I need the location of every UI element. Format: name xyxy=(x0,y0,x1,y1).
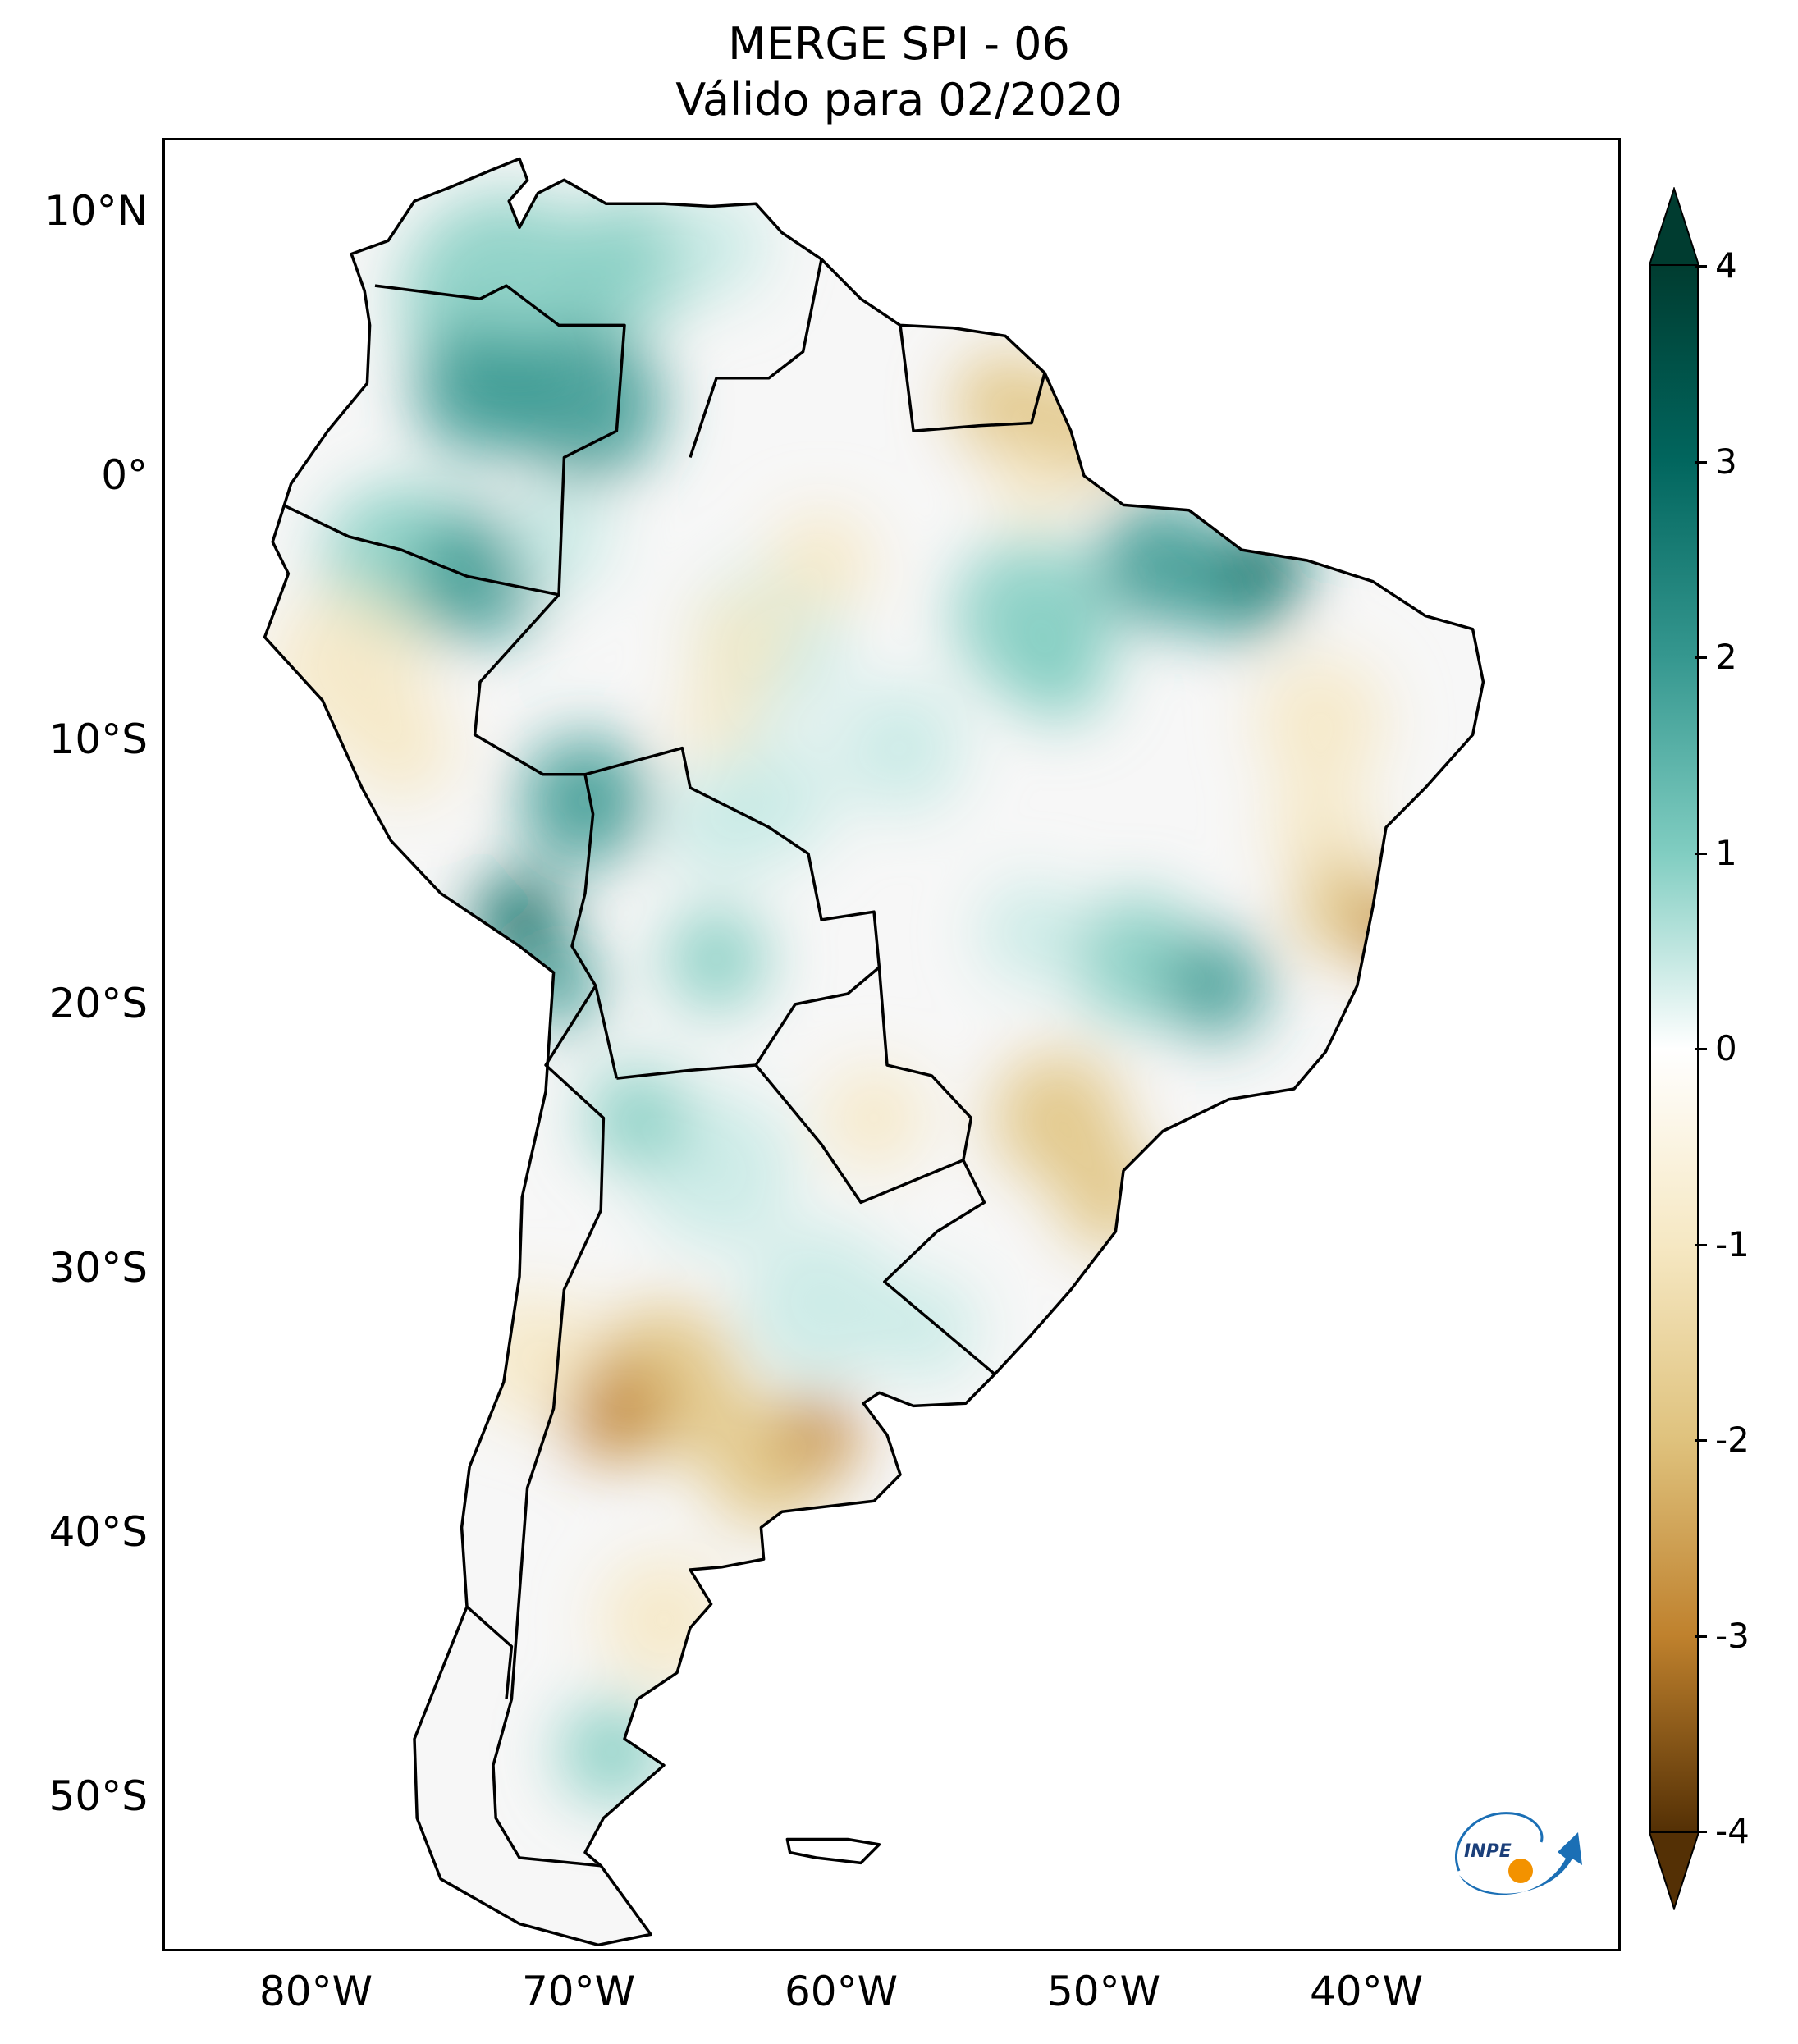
spi-anomaly-patch xyxy=(953,352,1058,457)
country-border xyxy=(374,284,626,595)
country-border xyxy=(616,966,881,1080)
spi-anomaly-patch xyxy=(992,444,1071,524)
spi-anomaly-patch xyxy=(743,1223,900,1382)
spi-anomaly-patch xyxy=(506,484,611,589)
spi-anomaly-patch xyxy=(979,880,1084,985)
lat-label-10s: 10°S xyxy=(48,716,148,763)
country-border xyxy=(899,325,1046,432)
spi-anomaly-patch xyxy=(664,193,769,299)
lon-label-40w: 40°W xyxy=(1309,1968,1424,2015)
spi-anomaly-patch xyxy=(821,1065,926,1171)
lat-label-0: 0° xyxy=(101,451,148,499)
spi-anomaly-patch xyxy=(874,1277,979,1382)
lat-label-30s: 30°S xyxy=(48,1244,148,1292)
spi-anomaly-patch xyxy=(1268,775,1373,880)
colorbar-tick xyxy=(1695,853,1707,855)
spi-anomaly-patch xyxy=(769,510,874,616)
spi-anomaly-patch xyxy=(1058,1145,1163,1250)
spi-anomaly-patch xyxy=(414,325,546,457)
colorbar-tick xyxy=(1695,1635,1707,1638)
colorbar-tick xyxy=(1695,461,1707,464)
lat-label-50s: 50°S xyxy=(48,1772,148,1820)
country-border xyxy=(584,746,881,968)
spi-anomaly-patch xyxy=(664,907,769,1013)
colorbar-tick xyxy=(1695,1244,1707,1246)
country-border xyxy=(465,1605,514,1699)
south-america-map xyxy=(263,157,1485,1947)
spi-anomaly-patch xyxy=(1294,853,1399,959)
continent-coastline xyxy=(263,157,1485,1947)
spi-anomaly-patch xyxy=(1005,616,1110,721)
colorbar-label-0: 0 xyxy=(1715,1028,1737,1068)
country-border xyxy=(689,258,823,458)
map-panel xyxy=(162,138,1621,1951)
colorbar-tick xyxy=(1695,1439,1707,1442)
colorbar-label-minus2: -2 xyxy=(1715,1420,1750,1460)
spi-anomaly-patch xyxy=(1360,894,1439,972)
colorbar-tick xyxy=(1695,1831,1707,1833)
spi-anomaly-patch xyxy=(598,1554,730,1686)
country-border xyxy=(282,503,585,776)
lat-label-40s: 40°S xyxy=(48,1508,148,1556)
spi-anomaly-patch xyxy=(1255,656,1386,788)
inpe-logo: INPE xyxy=(1454,1812,1582,1895)
spi-anomaly-patch xyxy=(1228,524,1307,603)
colorbar-label-1: 1 xyxy=(1715,833,1737,873)
map-subtitle: Válido para 02/2020 xyxy=(675,74,1123,126)
colorbar-tick xyxy=(1695,656,1707,659)
country-border xyxy=(570,774,619,1079)
spi-anomaly-patch xyxy=(835,682,966,814)
colorbar-tick xyxy=(1695,265,1707,268)
spi-anomaly-patch xyxy=(506,326,664,483)
spi-anomaly-patch xyxy=(703,735,835,867)
lon-label-60w: 60°W xyxy=(784,1968,899,2015)
spi-anomaly-patch xyxy=(677,682,756,761)
lon-label-50w: 50°W xyxy=(1046,1968,1161,2015)
lon-label-80w: 80°W xyxy=(258,1968,373,2015)
map-title: MERGE SPI - 06 xyxy=(728,18,1070,70)
spi-anomaly-patch xyxy=(516,944,602,1028)
falkland-islands xyxy=(785,1837,881,1865)
spi-anomaly-patch xyxy=(519,735,651,867)
spi-anomaly-patch xyxy=(1163,933,1268,1039)
lat-label-10n: 10°N xyxy=(43,187,148,235)
colorbar-label-minus1: -1 xyxy=(1715,1224,1750,1264)
country-border xyxy=(883,1159,996,1376)
lat-label-20s: 20°S xyxy=(48,980,148,1027)
spi-colorbar xyxy=(1649,187,1699,1910)
spi-field xyxy=(264,158,1484,1946)
country-border xyxy=(492,985,606,1868)
country-borders xyxy=(263,157,1485,1947)
spi-anomaly-patch xyxy=(690,589,795,695)
spi-anomaly-patch xyxy=(782,1395,861,1475)
colorbar-label-minus3: -3 xyxy=(1715,1616,1750,1656)
spi-anomaly-patch xyxy=(467,1290,598,1422)
colorbar-label-2: 2 xyxy=(1715,637,1737,677)
country-border xyxy=(754,967,973,1205)
spi-anomaly-patch xyxy=(349,695,454,801)
spi-anomaly-patch xyxy=(559,1699,664,1805)
colorbar-label-minus4: -4 xyxy=(1715,1811,1750,1851)
logo-wordmark: INPE xyxy=(1464,1841,1512,1862)
lon-label-70w: 70°W xyxy=(521,1968,636,2015)
colorbar-tick xyxy=(1695,1048,1707,1050)
colorbar-label-3: 3 xyxy=(1715,441,1737,482)
spi-anomaly-patch xyxy=(585,1065,690,1171)
colorbar-label-4: 4 xyxy=(1715,245,1737,286)
